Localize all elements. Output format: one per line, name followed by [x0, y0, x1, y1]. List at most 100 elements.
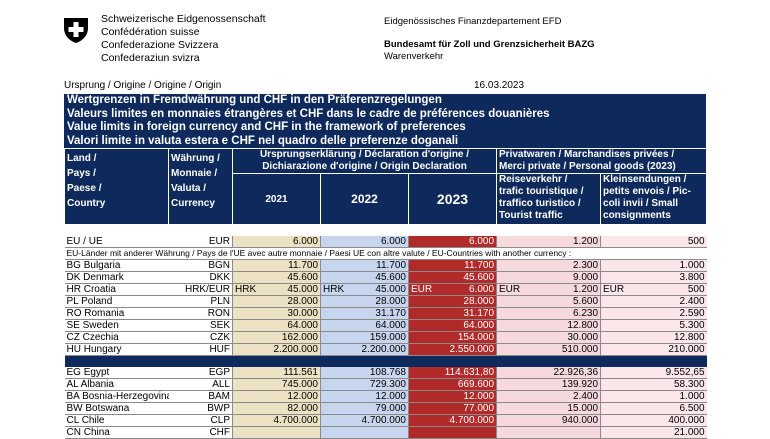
- value-tourist-traffic: [496, 426, 602, 439]
- column-header-2022: 2022: [320, 173, 409, 225]
- column-header-currency-line: Valuta /: [171, 183, 207, 194]
- value-tourist-traffic: 940.000: [496, 414, 602, 427]
- currency-code: CHF: [168, 426, 233, 439]
- column-header-small-line: coli invii / Small: [603, 198, 679, 209]
- cell-value: 500: [687, 284, 705, 295]
- value-tourist-traffic: 15.000: [496, 402, 602, 415]
- value-2022: 79.000: [320, 402, 409, 415]
- column-header-declaration-line: Dichiarazione d'origine / Origin Declara…: [262, 161, 467, 172]
- currency-code: EGP: [168, 367, 233, 379]
- currency-code: BWP: [168, 402, 233, 415]
- country-name: CL Chile: [64, 414, 169, 427]
- table-row: BA Bosnia-Herzegovina BAM 12.000 12.000 12.0…: [64, 390, 707, 403]
- value-small-consignments: 2.590: [600, 307, 707, 320]
- value-2022: 6.000: [320, 236, 409, 248]
- country-name: CN China: [64, 426, 169, 439]
- column-header-2023: 2023: [407, 173, 498, 225]
- table-header-row-1: Land / Pays / Paese / Country Währung / …: [64, 148, 708, 225]
- table-row: CZ Czechia CZK 162.000 159.000 154.000 30.000…: [64, 331, 707, 344]
- table-row: SE Sweden SEK 64.000 64.000 64.000 12.800 5.30…: [64, 319, 707, 332]
- value-2022: 4.700.000: [320, 414, 409, 427]
- cell-value: 45.000: [375, 284, 406, 295]
- value-2021: 2.200.000: [232, 343, 321, 356]
- spacer-row: [64, 224, 707, 236]
- value-2023: 6.000: [408, 236, 498, 248]
- column-header-land-line: Land /: [67, 153, 97, 164]
- value-2021: 111.561: [232, 367, 321, 379]
- currency-code: EUR: [168, 236, 233, 248]
- value-small-consignments: 58.300: [600, 378, 707, 391]
- cell-value: 6.000: [468, 284, 495, 295]
- value-2022: 31.170: [320, 307, 409, 320]
- currency-code: BGN: [168, 259, 233, 272]
- currency-code: PLN: [168, 295, 233, 308]
- value-2023: 45.600: [408, 271, 498, 284]
- title-line-de: Wertgrenzen in Fremdwährung und CHF in d…: [67, 94, 442, 106]
- value-2023: 669.600: [408, 378, 498, 391]
- cell-value: 45.000: [287, 284, 318, 295]
- department: Eidgenössisches Finanzdepartement EFD: [384, 16, 562, 27]
- group-separator: [64, 355, 707, 367]
- value-2021: 4.700.000: [232, 414, 321, 427]
- value-2023: EUR 6.000: [408, 283, 498, 296]
- value-2023: 114.631,80: [408, 367, 498, 379]
- currency-prefix: EUR: [411, 284, 433, 295]
- eu-note-row: EU-Länder mit anderer Währung / Pays de …: [64, 247, 707, 260]
- table-row: HR Croatia HRK/EUR HRK 45.000 HRK 45.000 EUR 6.…: [64, 283, 707, 296]
- federation-name-de: Schweizerische Eidgenossenschaft: [101, 13, 266, 25]
- country-name: AL Albania: [64, 378, 169, 391]
- value-2022: 159.000: [320, 331, 409, 344]
- column-header-currency-line: Currency: [171, 198, 215, 209]
- table-row: CL Chile CLP 4.700.000 4.700.000 4.700.000 94…: [64, 414, 707, 427]
- eu-note: EU-Länder mit anderer Währung / Pays de …: [64, 247, 707, 260]
- table-row: AL Albania ALL 745.000 729.300 669.600 139.92…: [64, 378, 707, 391]
- value-2021: 12.000: [232, 390, 321, 403]
- country-name: HU Hungary: [64, 343, 169, 356]
- column-header-land-line: Country: [67, 198, 106, 209]
- value-2022: 28.000: [320, 295, 409, 308]
- country-name: RO Romania: [64, 307, 169, 320]
- column-header-small-consignments: Kleinsendungen / petits envois / Pic- co…: [600, 173, 708, 225]
- spacer-cell: [64, 224, 707, 236]
- value-2022: HRK 45.000: [320, 283, 409, 296]
- column-header-currency-line: Monnaie /: [171, 168, 218, 179]
- column-header-land: Land / Pays / Paese / Country: [64, 148, 169, 225]
- value-2021: 30.000: [232, 307, 321, 320]
- value-2021: 45.600: [232, 271, 321, 284]
- value-2021: 64.000: [232, 319, 321, 332]
- column-header-small-line: consignments: [603, 210, 671, 221]
- title-line-en: Value limits in foreign currency and CHF…: [67, 121, 466, 133]
- document-title: Wertgrenzen in Fremdwährung und CHF in d…: [64, 94, 706, 148]
- value-2023: 64.000: [408, 319, 498, 332]
- value-2022: 729.300: [320, 378, 409, 391]
- currency-code: HUF: [168, 343, 233, 356]
- table-row: BG Bulgaria BGN 11.700 11.700 11.700 2.300 1.0…: [64, 259, 707, 272]
- origin-label: Ursprung / Origine / Origine / Origin: [64, 80, 222, 91]
- group-separator-cell: [64, 355, 707, 367]
- country-name: BW Botswana: [64, 402, 169, 415]
- value-tourist-traffic: 510.000: [496, 343, 602, 356]
- value-2023: 12.000: [408, 390, 498, 403]
- value-small-consignments: 12.800: [600, 331, 707, 344]
- cell-value: 1.200: [572, 284, 599, 295]
- value-tourist-traffic: 9.000: [496, 271, 602, 284]
- currency-code: CLP: [168, 414, 233, 427]
- country-name: EG Egypt: [64, 367, 169, 379]
- value-2023: 77.000: [408, 402, 498, 415]
- country-name: EU / UE: [64, 236, 169, 248]
- value-tourist-traffic: 2.300: [496, 259, 602, 272]
- value-tourist-traffic: 1.200: [496, 236, 602, 248]
- value-small-consignments: 2.400: [600, 295, 707, 308]
- country-name: BA Bosnia-Herzegovina: [64, 390, 169, 403]
- column-header-travel-line: trafic touristique /: [499, 186, 584, 197]
- column-header-private-line: Merci private / Personal goods (2023): [499, 161, 676, 172]
- letterhead: Schweizerische Eidgenossenschaft Confédé…: [0, 0, 770, 78]
- column-header-travel-line: Reiseverkehr /: [499, 174, 568, 186]
- column-header-2021: 2021: [232, 173, 321, 225]
- column-header-currency-line: Währung /: [171, 153, 220, 164]
- table-row: EG Egypt EGP 111.561 108.768 114.631,80 22.92…: [64, 367, 707, 379]
- title-line-it: Valori limite in valuta estera e CHF nel…: [67, 134, 459, 147]
- value-2022: 12.000: [320, 390, 409, 403]
- value-2023: 154.000: [408, 331, 498, 344]
- value-2021: 745.000: [232, 378, 321, 391]
